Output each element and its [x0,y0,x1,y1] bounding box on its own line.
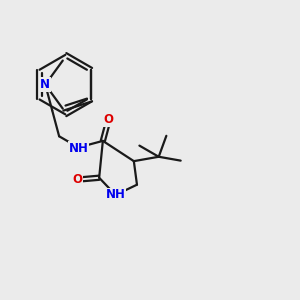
Text: NH: NH [106,188,125,202]
Text: NH: NH [68,142,88,155]
Text: O: O [103,113,114,126]
Text: N: N [40,78,50,91]
Text: O: O [72,173,82,186]
